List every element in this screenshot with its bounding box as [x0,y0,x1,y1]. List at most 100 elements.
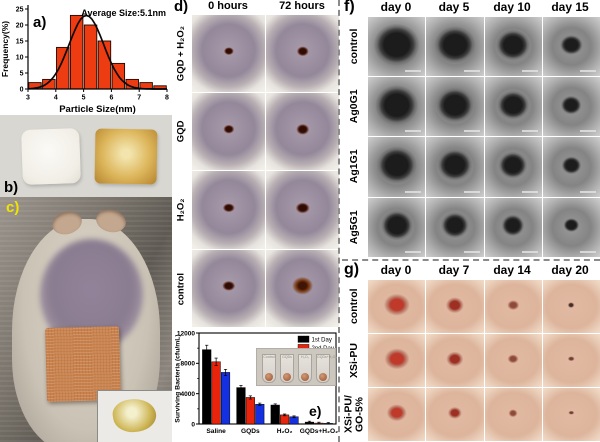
grayscale-wound-photo [426,137,484,197]
grayscale-wound-photo [484,137,542,197]
wound-area [386,404,407,422]
panel-g-pu-wound-grid: g) day 0 day 7 day 14 day 20 control XSi-… [342,261,600,442]
svg-text:12000: 12000 [177,330,195,337]
white-sponge-sample [21,128,81,185]
wound-area [501,214,525,236]
row-label-gqd: GQD [175,120,187,143]
wound-area [498,151,528,179]
svg-text:4000: 4000 [181,391,196,398]
photo-row-gqd: GQD [172,93,339,171]
panel-d-label: d) [174,0,189,15]
color-wound-photo [368,334,426,387]
row-label-ag5g1: Ag5G1 [347,210,360,245]
svg-text:7: 7 [137,95,141,102]
tube-label: GQDs [282,355,292,359]
tube-inset-photo: Control GQDs H₂O₂ GQDs+H₂O₂ [256,348,337,386]
vertical-dashed-divider [338,0,340,442]
wound-photo [192,249,265,327]
wound-photo [266,93,339,171]
grayscale-wound-photo [484,197,542,257]
wound-area [222,202,235,213]
dressing-inset-photo [97,389,172,442]
row-label-xsi-pu: XSi-PU [347,343,360,379]
tube-h-o: H₂O₂ [298,354,312,383]
wound-photo [266,249,339,327]
row-label-xsi-pu-go-5: XSi-PU/ GO-5% [342,395,366,434]
color-wound-photo [368,388,426,441]
panel-g-col-header-day0: day 0 [380,263,412,277]
photo-row-control: control [342,17,600,77]
wound-area [447,406,463,419]
svg-text:Surviving Bacteria (cfu/mL): Surviving Bacteria (cfu/mL) [175,334,182,422]
wound-area [380,210,413,240]
panel-b-label: b) [4,179,19,196]
svg-text:3: 3 [26,95,30,102]
svg-text:GQDs+H₂O₂: GQDs+H₂O₂ [300,428,338,435]
panel-f-ag-wound-grid: f) day 0 day 5 day 10 day 15 control Ag0G… [342,0,600,258]
panel-d-col-header-0h: 0 hours [208,0,248,12]
horizontal-dashed-divider [342,259,600,261]
wound-area [568,356,575,362]
tube-gqds-h-o: GQDs+H₂O₂ [316,354,337,383]
wound-area [376,146,417,184]
svg-text:H₂O₂: H₂O₂ [277,428,293,435]
photo-row-xsi-pu-go-5: XSi-PU/ GO-5% [342,388,600,441]
grayscale-wound-photo [542,77,600,137]
grayscale-wound-photo [542,17,600,77]
particle-size-histogram-chart: 0 5 10 15 20 25 3 4 5 6 7 8 a) Average Size:5.1nm Part… [0,5,169,115]
bacteria-pellet [265,373,273,381]
row-label-control: control [175,272,187,305]
grayscale-wound-photo [542,137,600,197]
wound-photo [266,171,339,249]
photo-row-control: control [172,249,339,327]
photo-row-xsi-pu: XSi-PU [342,334,600,387]
wound-area [295,202,310,214]
wound-area [437,149,473,182]
svg-text:5: 5 [20,71,24,78]
bacteria-pellet [301,373,309,381]
panel-e-bacteria-bar-chart: 0 4000 8000 12000 Saline GQDs H₂O₂ GQDs+H₂O₂ 1st… [172,328,340,442]
wound-area [223,47,234,56]
panel-c-label: c) [6,199,20,216]
photo-row-h-o: H₂O₂ [172,171,339,249]
grayscale-wound-photo [426,17,484,77]
wound-area [374,85,419,125]
grayscale-wound-photo [368,137,426,197]
photo-row-control: control [342,280,600,333]
wound-area [296,46,309,56]
panel-c-mouse-bandage-photo: c) [0,197,172,442]
grayscale-wound-photo [542,197,600,257]
wound-photo [192,171,265,249]
svg-text:0: 0 [191,421,195,428]
photo-row-ag1g1: Ag1G1 [342,137,600,197]
wound-area [383,293,410,317]
yellow-sponge-sample [94,128,158,185]
grayscale-wound-photo [426,77,484,137]
color-wound-photo [484,280,542,333]
color-wound-photo [542,388,600,441]
panel-d-col-header-72h: 72 hours [279,0,325,12]
row-label-ag0g1: Ag0G1 [347,89,360,124]
svg-text:Frequency(%): Frequency(%) [0,21,10,77]
tube-label: Control [263,355,275,359]
panel-g-col-header-day20: day 20 [551,263,589,277]
color-wound-photo [484,334,542,387]
row-label-control: control [347,288,360,325]
grayscale-wound-photo [484,17,542,77]
grayscale-wound-photo [426,197,484,257]
panel-f-col-header-day5: day 5 [438,0,470,14]
panel-d-photo-grid: GQD + H₂O₂ GQD H₂O₂ control [172,15,339,328]
svg-text:5: 5 [82,95,86,102]
panel-g-photo-grid: control XSi-PU XSi-PU/ GO-5% [342,280,600,442]
sponge-on-dressing [110,395,159,435]
wound-area [384,348,410,370]
panel-g-label: g) [344,261,360,278]
svg-text:8: 8 [165,95,169,102]
svg-text:e): e) [309,403,321,419]
wound-area [440,212,469,239]
wound-photo [266,15,339,93]
wound-area [291,276,314,296]
svg-text:20: 20 [16,23,24,30]
svg-text:10: 10 [16,55,24,62]
